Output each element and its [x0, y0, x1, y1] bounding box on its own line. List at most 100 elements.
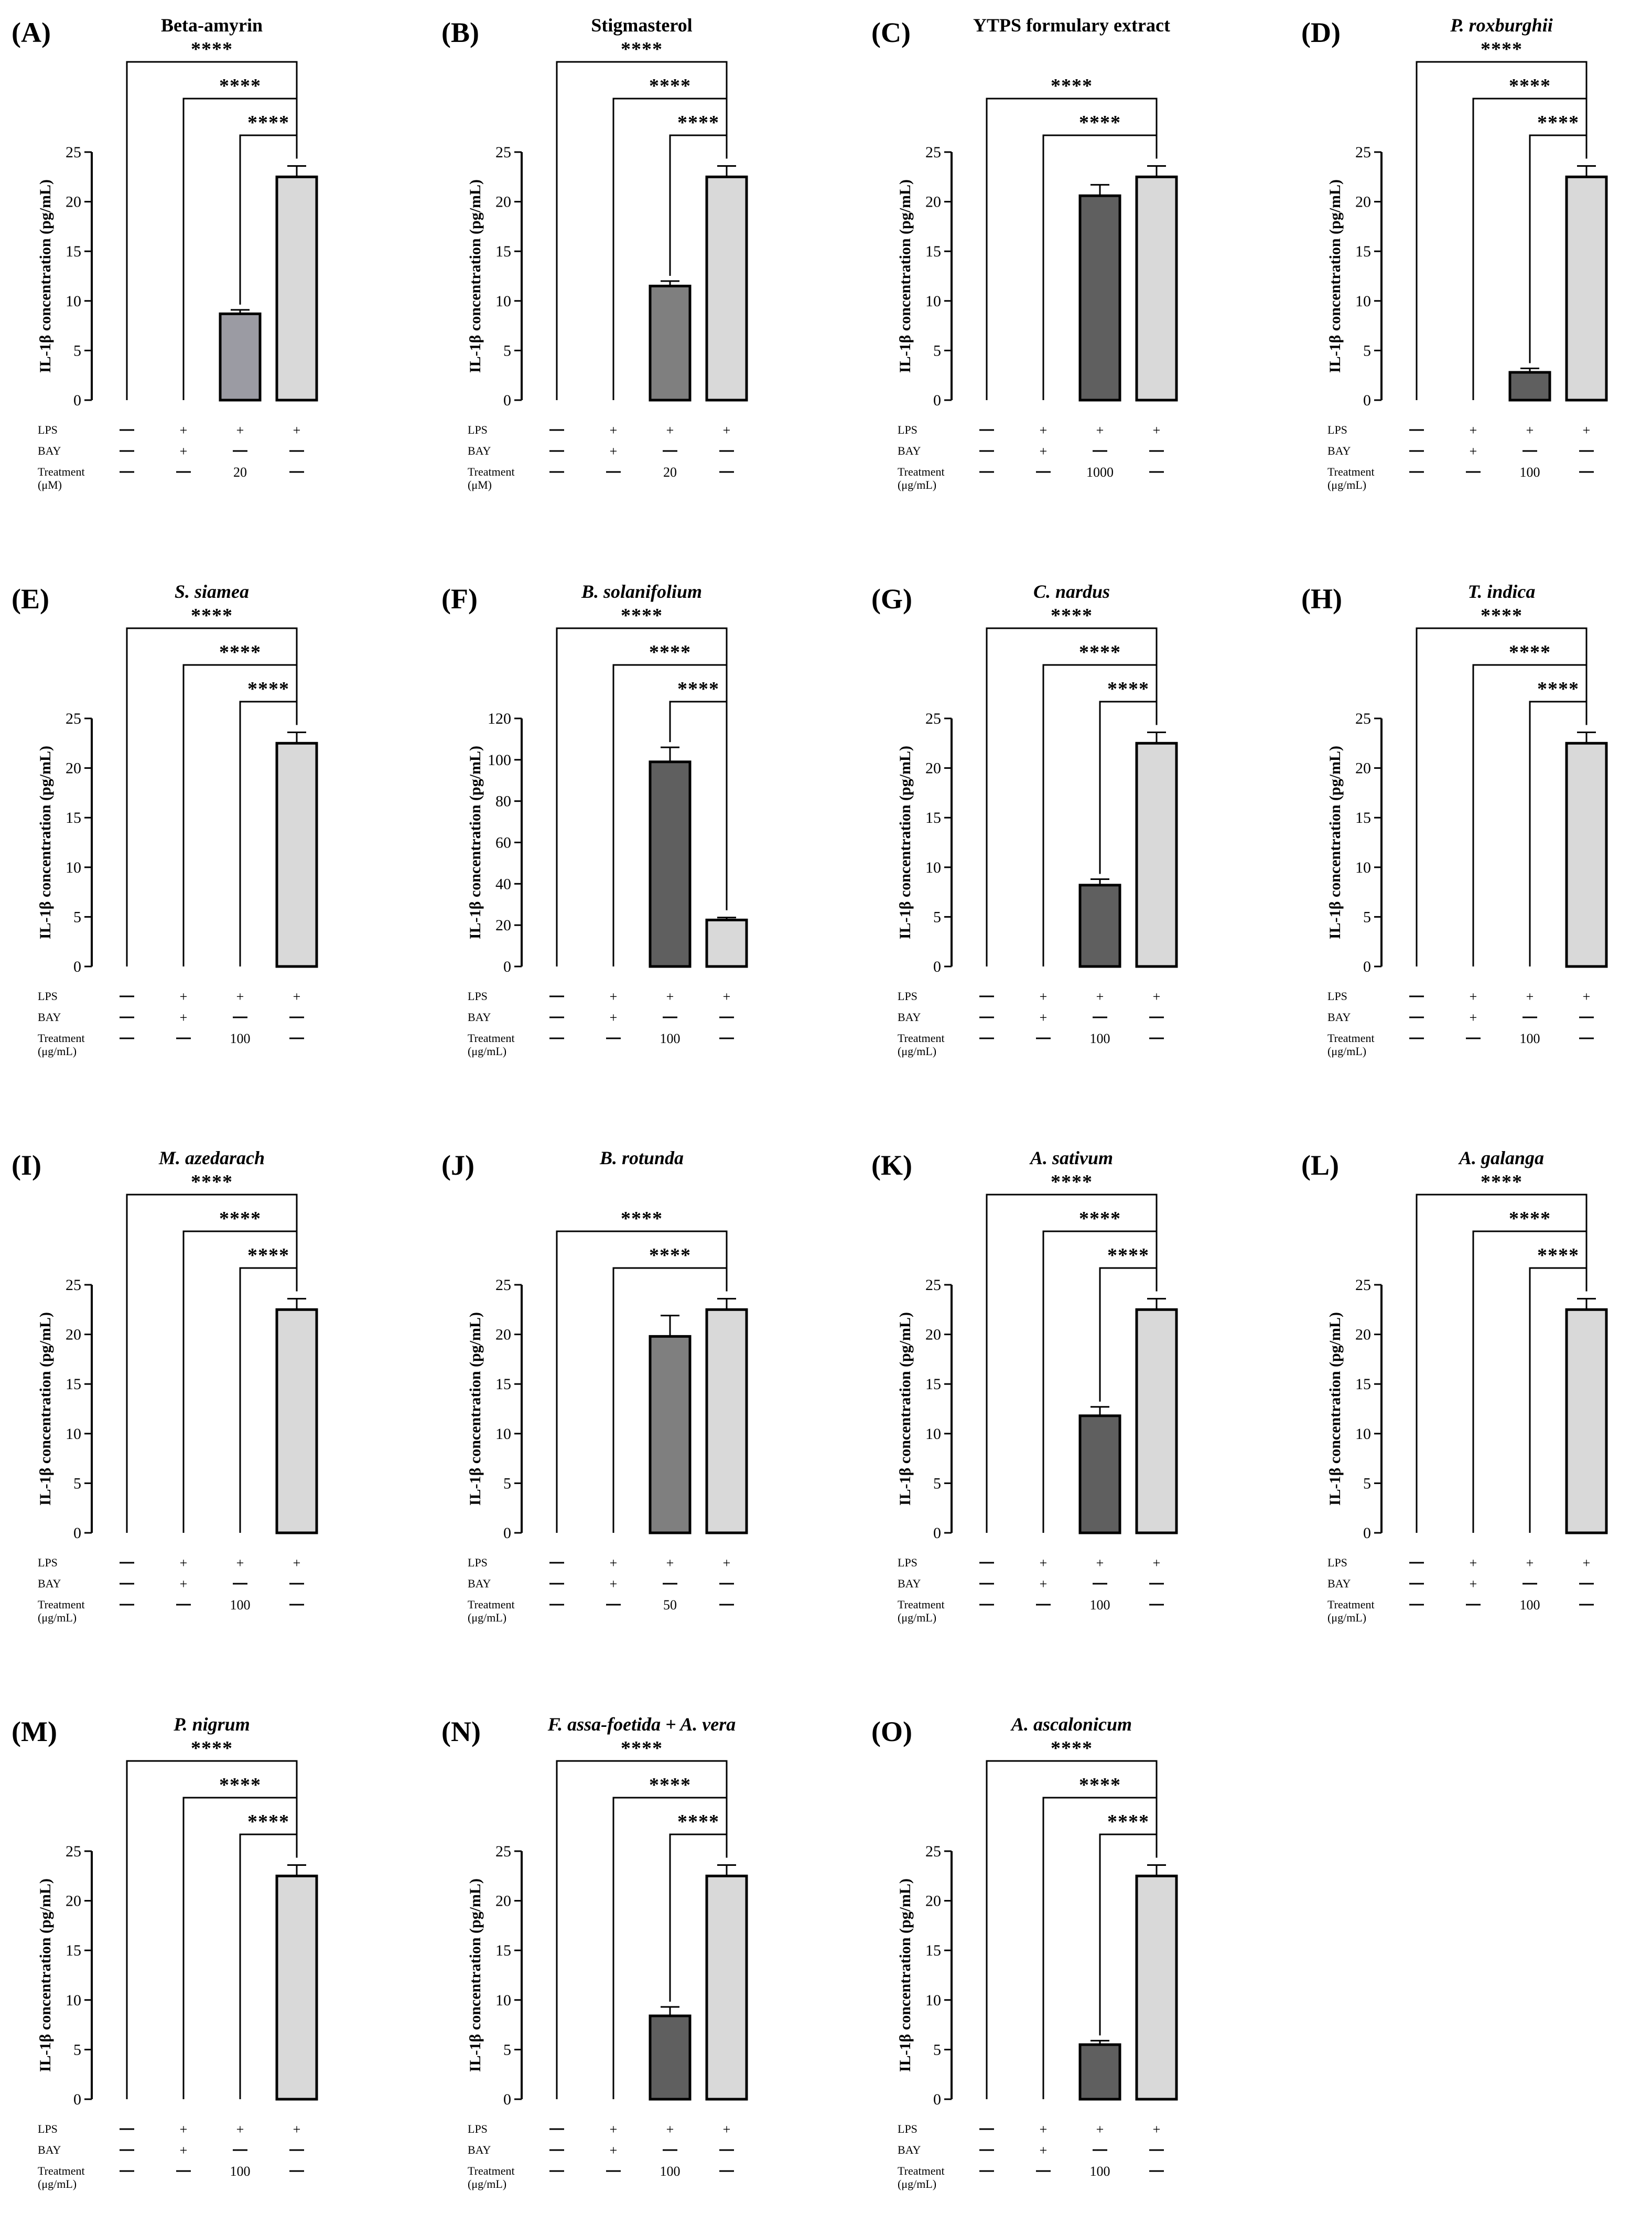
significance-stars: ****	[1537, 1244, 1579, 1266]
row-label-bay: BAY	[1327, 444, 1351, 457]
y-tick-label: 20	[66, 760, 81, 777]
error-bar-4	[717, 917, 736, 920]
y-tick-label: 0	[933, 1524, 941, 1542]
condition-present: +	[180, 1010, 188, 1025]
chart-title: YTPS formulary extract	[973, 15, 1170, 36]
y-tick-label: 100	[488, 751, 511, 769]
row-label-bay: BAY	[38, 1011, 61, 1024]
error-bar-3	[661, 746, 679, 762]
chart-panel-h: (H) T. indica IL-1β concentration (pg/mL) 0…	[1301, 581, 1608, 1058]
y-tick-label: 20	[495, 917, 511, 934]
treatment-unit: (μg/mL)	[1327, 478, 1366, 491]
condition-present: +	[293, 1555, 301, 1571]
significance-stars: ****	[1481, 38, 1523, 60]
condition-present: +	[1153, 989, 1161, 1004]
error-bar-4	[1147, 1297, 1166, 1310]
significance-stars: ****	[621, 38, 663, 60]
condition-present: +	[666, 423, 674, 438]
row-label-lps: LPS	[898, 2122, 917, 2135]
error-bar-4	[717, 1297, 736, 1310]
row-label-bay: BAY	[38, 1577, 61, 1590]
chart-title: F. assa-foetida + A. vera	[547, 1714, 736, 1735]
condition-present: +	[723, 2122, 731, 2137]
condition-present: +	[180, 989, 188, 1004]
bar-3	[649, 2014, 692, 2101]
error-bar-3	[1090, 1406, 1109, 1416]
chart-title: Stigmasterol	[591, 15, 692, 36]
chart-panel-m: (M) P. nigrum IL-1β concentration (pg/mL) 0…	[12, 1714, 318, 2190]
treatment-dose: 100	[1520, 465, 1540, 480]
error-bar-4	[287, 731, 306, 744]
bar-4	[275, 742, 318, 968]
y-tick-label: 15	[66, 243, 81, 260]
row-label-bay: BAY	[468, 444, 491, 457]
error-bar-3	[661, 280, 679, 286]
condition-present: +	[236, 423, 244, 438]
y-tick-label: 5	[1363, 908, 1371, 926]
chart-panel-j: (J) B. rotunda IL-1β concentration (pg/mL)…	[441, 1147, 748, 1624]
row-label-lps: LPS	[1327, 423, 1347, 436]
row-label-treatment: Treatment	[38, 1032, 85, 1045]
condition-present: +	[1153, 423, 1161, 438]
condition-present: +	[180, 2122, 188, 2137]
y-tick-label: 15	[495, 1942, 511, 1959]
error-bar-3	[231, 309, 250, 314]
y-axis-label: IL-1β concentration (pg/mL)	[467, 1312, 484, 1506]
y-tick-label: 25	[495, 1276, 511, 1294]
significance-bracket	[182, 1230, 298, 1533]
condition-present: +	[1040, 1010, 1048, 1025]
bar-4	[1135, 742, 1178, 968]
bar-4	[1135, 1308, 1178, 1534]
condition-present: +	[1040, 989, 1048, 1004]
treatment-dose: 50	[663, 1597, 677, 1613]
condition-present: +	[610, 1010, 618, 1025]
condition-present: +	[293, 2122, 301, 2137]
error-bar-4	[1577, 165, 1596, 177]
significance-stars: ****	[247, 112, 289, 134]
treatment-unit: (μg/mL)	[38, 2177, 77, 2190]
y-axis-label: IL-1β concentration (pg/mL)	[897, 746, 914, 939]
y-tick-label: 10	[66, 293, 81, 310]
error-bar-4	[717, 165, 736, 177]
condition-present: +	[236, 989, 244, 1004]
condition-present: +	[180, 1555, 188, 1571]
y-tick-label: 15	[66, 809, 81, 826]
significance-stars: ****	[1079, 112, 1121, 134]
bar-3	[1078, 194, 1121, 402]
condition-present: +	[1096, 423, 1104, 438]
y-tick-label: 25	[925, 1843, 941, 1860]
y-tick-label: 25	[66, 1276, 81, 1294]
y-tick-label: 0	[503, 392, 511, 409]
row-label-treatment: Treatment	[898, 2164, 945, 2177]
y-tick-label: 0	[503, 1524, 511, 1542]
y-axis-label: IL-1β concentration (pg/mL)	[37, 1312, 54, 1506]
treatment-unit: (μg/mL)	[38, 1045, 77, 1058]
condition-present: +	[1526, 423, 1534, 438]
bar-4	[1565, 175, 1608, 402]
treatment-dose: 100	[1520, 1597, 1540, 1613]
condition-present: +	[610, 423, 618, 438]
significance-bracket	[1472, 1230, 1588, 1533]
error-bar-3	[661, 2006, 679, 2016]
y-tick-label: 20	[925, 760, 941, 777]
y-tick-label: 25	[925, 710, 941, 727]
y-tick-label: 25	[66, 710, 81, 727]
panel-label: (C)	[871, 17, 911, 48]
error-bar-4	[1147, 1864, 1166, 1876]
significance-bracket	[1472, 664, 1588, 966]
panel-label: (G)	[871, 583, 912, 615]
significance-bracket	[1099, 1833, 1158, 2036]
y-tick-label: 15	[925, 1942, 941, 1959]
error-bar-3	[1090, 184, 1109, 196]
chart-panel-e: (E) S. siamea IL-1β concentration (pg/mL) 0…	[12, 581, 318, 1058]
y-axis-label: IL-1β concentration (pg/mL)	[897, 1312, 914, 1506]
significance-stars: ****	[621, 605, 663, 627]
y-tick-label: 120	[488, 710, 511, 727]
condition-present: +	[1470, 989, 1477, 1004]
significance-bracket	[986, 98, 1158, 400]
bar-4	[275, 175, 318, 402]
significance-stars: ****	[1107, 1244, 1149, 1266]
significance-bracket	[1529, 134, 1588, 363]
y-axis-label: IL-1β concentration (pg/mL)	[1326, 1312, 1344, 1506]
error-bar-4	[1147, 165, 1166, 177]
